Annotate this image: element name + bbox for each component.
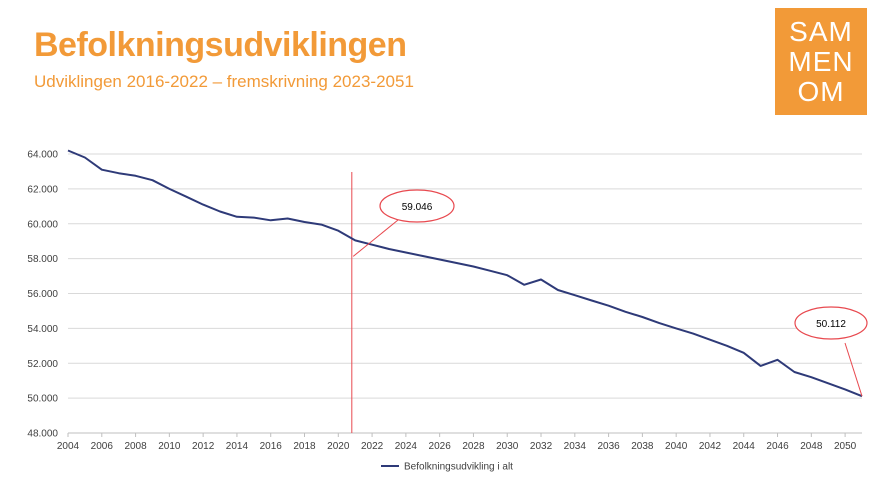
brand-logo: SAM MEN OM — [775, 8, 867, 115]
x-tick-label: 2018 — [293, 441, 316, 452]
annotation-arrow — [844, 342, 863, 397]
x-tick-label: 2034 — [564, 441, 587, 452]
x-tick-label: 2046 — [766, 441, 789, 452]
x-tick-label: 2030 — [496, 441, 519, 452]
x-tick-label: 2026 — [429, 441, 452, 452]
annotation-ellipse — [379, 189, 455, 223]
page-subtitle: Udviklingen 2016-2022 – fremskrivning 20… — [34, 72, 414, 91]
annotation-label: 59.046 — [402, 202, 433, 213]
annotation-ellipse — [794, 306, 868, 340]
y-tick-label: 52.000 — [27, 359, 58, 370]
x-tick-label: 2004 — [57, 441, 80, 452]
x-tick-label: 2014 — [226, 441, 249, 452]
x-tick-label: 2048 — [800, 441, 823, 452]
x-tick-label: 2012 — [192, 441, 215, 452]
x-tick-label: 2022 — [361, 441, 384, 452]
y-tick-label: 58.000 — [27, 254, 58, 265]
y-tick-label: 56.000 — [27, 289, 58, 300]
x-tick-label: 2050 — [834, 441, 857, 452]
x-tick-label: 2036 — [597, 441, 620, 452]
x-tick-label: 2010 — [158, 441, 181, 452]
y-tick-label: 50.000 — [27, 394, 58, 405]
page-title: Befolkningsudviklingen — [34, 26, 407, 64]
annotation-arrow — [352, 219, 399, 257]
logo-line-3: OM — [797, 75, 845, 107]
y-tick-label: 48.000 — [27, 429, 58, 440]
x-tick-label: 2020 — [327, 441, 350, 452]
y-tick-label: 60.000 — [27, 219, 58, 230]
x-tick-label: 2040 — [665, 441, 688, 452]
x-tick-label: 2024 — [395, 441, 418, 452]
x-tick-label: 2042 — [699, 441, 722, 452]
y-tick-label: 54.000 — [27, 324, 58, 335]
x-tick-label: 2006 — [91, 441, 114, 452]
x-tick-label: 2032 — [530, 441, 553, 452]
x-tick-label: 2008 — [124, 441, 147, 452]
logo-line-2: MEN — [788, 45, 854, 77]
y-tick-label: 64.000 — [27, 150, 58, 161]
logo-line-1: SAM — [789, 15, 853, 47]
series-line — [67, 149, 863, 398]
y-tick-label: 62.000 — [27, 184, 58, 195]
annotation-label: 50.112 — [816, 319, 846, 330]
x-tick-label: 2028 — [462, 441, 485, 452]
x-tick-label: 2038 — [631, 441, 654, 452]
legend-label: Befolkningsudvikling i alt — [404, 462, 513, 473]
x-tick-label: 2016 — [260, 441, 283, 452]
x-tick-label: 2044 — [733, 441, 756, 452]
